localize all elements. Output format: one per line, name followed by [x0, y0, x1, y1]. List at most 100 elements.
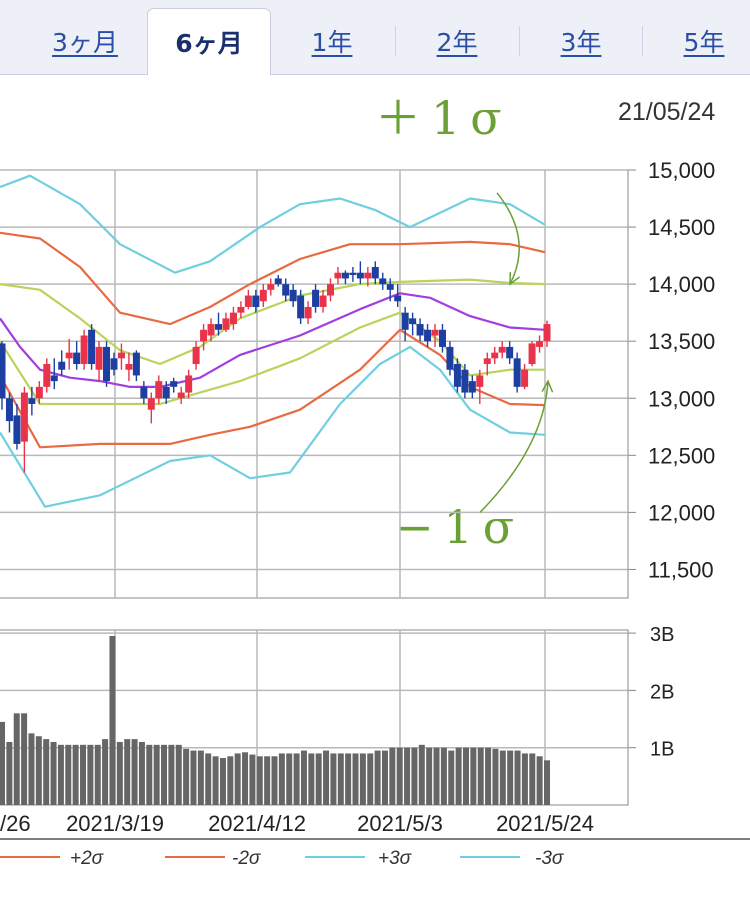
x-axis-label: 2021/3/19 — [66, 811, 164, 836]
volume-bar — [337, 753, 344, 805]
candle-body — [483, 358, 491, 365]
volume-bar — [256, 756, 263, 805]
tab-label: 6ヶ月 — [175, 29, 243, 58]
volume-bar — [161, 744, 168, 805]
price-axis-tick-label: 12,500 — [648, 443, 715, 468]
price-axis-tick-label: 13,500 — [648, 329, 715, 354]
candle-body — [58, 361, 66, 370]
candle-body — [244, 295, 252, 307]
volume-bar — [396, 747, 403, 805]
volume-bar — [544, 760, 550, 805]
candle-body — [274, 278, 282, 285]
tab-label: 5年 — [683, 28, 725, 57]
volume-bar — [50, 741, 57, 805]
candle-body — [364, 272, 372, 279]
tab-3-months[interactable]: 3ヶ月 — [25, 8, 145, 74]
price-panel-frame — [0, 169, 629, 599]
candle-body — [401, 312, 409, 330]
candle-body — [110, 358, 118, 370]
volume-bar — [28, 733, 35, 805]
volume-bar — [521, 753, 528, 805]
candle-body — [289, 289, 297, 302]
candle-body — [140, 386, 148, 399]
volume-bar — [455, 747, 462, 805]
candle-body — [222, 318, 230, 330]
legend-label: +2σ — [70, 848, 105, 869]
candle-body — [103, 346, 111, 382]
volume-bar — [462, 747, 469, 805]
volume-bar — [0, 721, 5, 805]
candle-body — [162, 386, 170, 399]
candle-body — [521, 369, 529, 387]
volume-bar — [146, 744, 153, 805]
x-axis-label: 2021/5/3 — [357, 811, 443, 836]
minus-2-sigma-line — [0, 328, 546, 449]
volume-bar — [205, 753, 212, 805]
candle-body — [319, 295, 327, 307]
plus-3-sigma-line — [0, 174, 546, 274]
tab-3-years[interactable]: 3年 — [521, 8, 641, 74]
volume-bar — [43, 739, 50, 805]
legend-label: +3σ — [378, 848, 413, 869]
volume-bar — [234, 753, 241, 805]
tab-5-years[interactable]: 5年 — [644, 8, 750, 74]
candle-body — [453, 364, 461, 387]
annotation-arrowhead — [509, 272, 521, 286]
candle-body — [543, 324, 551, 342]
volume-bar — [352, 753, 359, 805]
volume-bar — [374, 750, 381, 805]
candle-body — [43, 364, 51, 387]
minus-1-sigma-line — [0, 311, 545, 406]
volume-bar — [102, 739, 109, 805]
x-axis-label: /26 — [0, 811, 31, 836]
candle-body — [341, 272, 349, 279]
volume-bar — [35, 736, 42, 805]
volume-bar — [404, 747, 411, 805]
volume-bar — [293, 753, 300, 805]
candle-body — [468, 381, 476, 393]
candle-body — [200, 329, 208, 342]
candle-body — [95, 346, 103, 370]
volume-bar — [286, 753, 293, 805]
volume-bar — [6, 741, 13, 805]
volume-bar — [529, 753, 536, 805]
tab-1-year[interactable]: 1年 — [272, 8, 392, 74]
volume-bar — [514, 750, 521, 805]
volume-bar — [507, 750, 514, 805]
minus-3-sigma-line — [0, 345, 546, 508]
plus-1-sigma-line — [0, 278, 546, 366]
volume-bar — [477, 747, 484, 805]
volume-bar — [124, 739, 131, 805]
tab-2-years[interactable]: 2年 — [397, 8, 517, 74]
volume-bar — [197, 750, 204, 805]
candle-body — [431, 329, 439, 336]
volume-bar — [109, 635, 116, 805]
tab-1[interactable]: 1 — [0, 8, 10, 74]
volume-bar — [323, 750, 330, 805]
tab-divider — [519, 26, 520, 56]
candle-body — [476, 375, 484, 387]
candle-body — [326, 284, 334, 296]
candle-body — [28, 398, 36, 404]
candle-body — [125, 364, 133, 370]
candle-body — [394, 295, 402, 302]
candle-body — [528, 343, 536, 365]
plus-1-sigma-annotation: ＋1σ — [375, 91, 512, 145]
candle-body — [349, 272, 357, 276]
volume-bar — [249, 754, 256, 805]
candle-body — [259, 289, 267, 302]
volume-bar — [381, 750, 388, 805]
tab-6-months[interactable]: 6ヶ月 — [147, 8, 271, 75]
volume-bar — [190, 750, 197, 805]
candle-body — [498, 346, 506, 353]
volume-bar — [87, 744, 94, 805]
candle-body — [88, 329, 96, 365]
candle-body — [446, 346, 454, 370]
candle-body — [461, 369, 469, 393]
minus-1-sigma-annotation: −1σ — [395, 500, 525, 554]
volume-bar — [116, 741, 123, 805]
candle-body — [177, 392, 185, 399]
plus-2-sigma-line — [0, 231, 546, 326]
candle-body — [252, 295, 260, 307]
candle-body — [424, 329, 432, 342]
